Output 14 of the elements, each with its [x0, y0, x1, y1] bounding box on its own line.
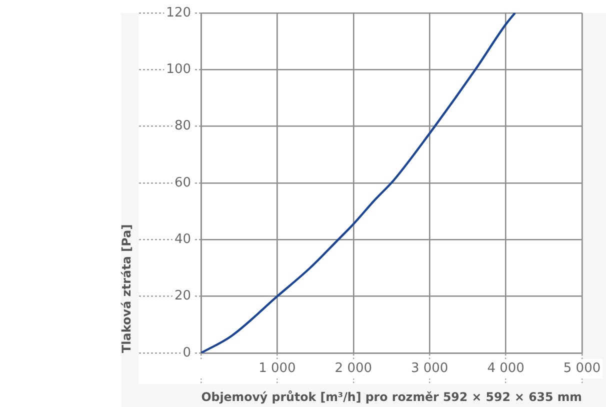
y-tick-label: 0 — [182, 345, 191, 360]
x-axis-title: Objemový průtok [m³/h] pro rozměr 592 × 592 × 635 mm — [201, 390, 582, 404]
y-axis-title: Tlaková ztráta [Pa] — [119, 224, 134, 353]
x-tick-label: 2 000 — [334, 361, 372, 376]
y-tick-label: 80 — [174, 118, 191, 134]
y-tick-label: 120 — [166, 5, 191, 20]
x-tick-label: 5 000 — [563, 361, 601, 376]
y-tick-label: 100 — [166, 62, 191, 78]
y-tick-label: 40 — [174, 232, 191, 248]
x-tick-label: 4 000 — [487, 361, 524, 376]
y-tick-label: 60 — [174, 175, 191, 190]
y-tick-label: 20 — [174, 288, 191, 304]
x-tick-label: 3 000 — [410, 361, 448, 376]
x-tick-label: 1 000 — [258, 361, 296, 376]
